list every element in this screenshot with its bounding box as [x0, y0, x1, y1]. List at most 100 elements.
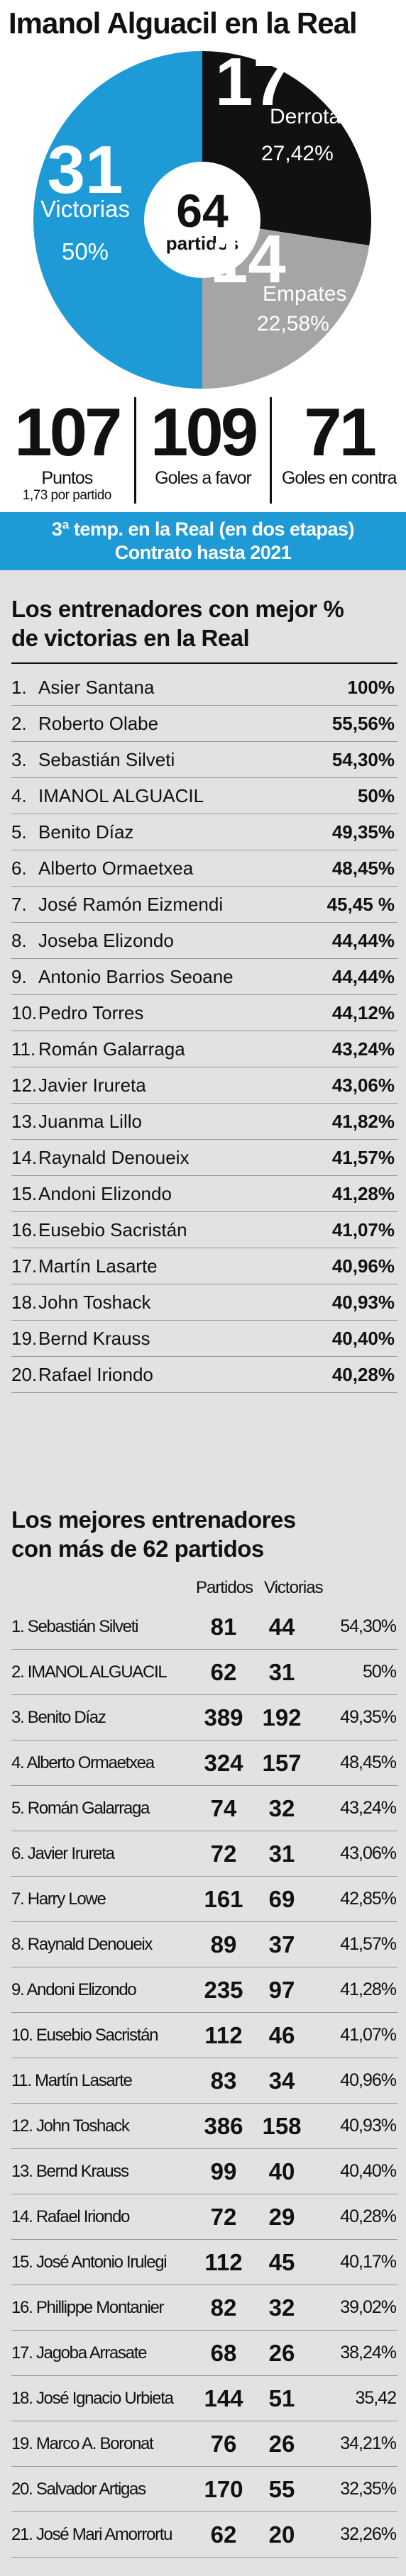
- row-pct: 43,24%: [331, 1038, 395, 1060]
- stat-points-caption: Puntos: [41, 468, 93, 488]
- stat-points-sub: 1,73 por partido: [22, 488, 112, 503]
- table-row: 13. Juanma Lillo 41,82%: [11, 1104, 397, 1140]
- pie-pct-victorias: 50%: [62, 238, 109, 265]
- row-partidos: 89: [210, 1931, 237, 1958]
- row-rank: 15.: [11, 1182, 38, 1204]
- row-name: 16. Phillippe Montanier: [11, 2297, 165, 2317]
- row-pct: 100%: [347, 676, 395, 698]
- table-row: 6. Alberto Ormaetxea 48,45%: [11, 850, 397, 887]
- table-row: 17. Jagoba Arrasate 68 26 38,24%: [11, 2331, 397, 2376]
- pie-center-value: 64: [176, 184, 229, 237]
- table-row: 15. José Antonio Irulegi 112 45 40,17%: [11, 2240, 397, 2285]
- banner-line-2: Contrato hasta 2021: [114, 542, 292, 563]
- row-pct: 43,06%: [340, 1843, 397, 1863]
- row-pct: 40,93%: [331, 1291, 395, 1313]
- row-victorias: 29: [268, 2203, 295, 2230]
- table-row: 5. Benito Díaz 49,35%: [11, 814, 397, 850]
- row-name: Martín Lasarte: [38, 1255, 158, 1277]
- row-name: Andoni Elizondo: [38, 1182, 172, 1204]
- row-victorias: 97: [268, 1976, 295, 2003]
- stats-row: 107 Puntos 1,73 por partido 109 Goles a …: [0, 397, 406, 504]
- row-name: 4. Alberto Ormaetxea: [11, 1753, 155, 1772]
- table-row: 10. Pedro Torres 44,12%: [11, 995, 397, 1031]
- table-row: 1. Sebastián Silveti 81 44 54,30%: [11, 1604, 397, 1650]
- table-row: 14. Rafael Iriondo 72 29 40,28%: [11, 2194, 397, 2240]
- row-pct: 55,56%: [331, 712, 395, 734]
- row-partidos: 76: [210, 2430, 237, 2457]
- row-name: 21. José Mari Amorrortu: [11, 2524, 173, 2544]
- row-partidos: 74: [210, 1794, 237, 1821]
- row-pct: 44,44%: [331, 965, 395, 987]
- table-row: 15. Andoni Elizondo 41,28%: [11, 1176, 397, 1212]
- row-pct: 40,93%: [340, 2116, 397, 2136]
- row-pct: 41,57%: [340, 1934, 397, 1954]
- row-name: Raynald Denoueix: [38, 1146, 190, 1168]
- pie-value-empates: 14: [210, 221, 286, 297]
- row-rank: 2.: [11, 712, 27, 734]
- row-name: Bernd Krauss: [38, 1327, 150, 1349]
- row-victorias: 45: [268, 2248, 295, 2275]
- stat-goals-against-value: 71: [304, 394, 377, 470]
- row-rank: 19.: [11, 1327, 38, 1349]
- row-pct: 49,35%: [340, 1707, 397, 1727]
- table-row: 3. Benito Díaz 389 192 49,35%: [11, 1695, 397, 1741]
- row-pct: 50%: [362, 1662, 397, 1682]
- row-victorias: 157: [262, 1749, 302, 1776]
- row-name: 19. Marco A. Boronat: [11, 2433, 154, 2453]
- pie-label-victorias: Victorias: [40, 196, 130, 222]
- row-name: Roberto Olabe: [38, 712, 159, 734]
- row-name: 20. Salvador Artigas: [11, 2479, 146, 2499]
- row-pct: 38,24%: [340, 2343, 397, 2363]
- row-pct: 44,12%: [331, 1001, 395, 1023]
- row-partidos: 389: [204, 1704, 243, 1731]
- row-name: Juanma Lillo: [38, 1110, 142, 1132]
- row-rank: 8.: [11, 929, 27, 951]
- column-header-victorias: Victorias: [264, 1578, 324, 1597]
- row-pct: 35,42: [355, 2388, 397, 2408]
- row-rank: 3.: [11, 748, 27, 770]
- table-row: 11. Román Galarraga 43,24%: [11, 1031, 397, 1067]
- row-pct: 41,07%: [340, 2025, 397, 2045]
- row-name: Asier Santana: [38, 676, 155, 698]
- stat-goals-for: 109 Goles a favor: [133, 397, 270, 504]
- best-coaches-title-line-1: Los mejores entrenadores: [11, 1506, 296, 1533]
- table-row: 8. Raynald Denoueix 89 37 41,57%: [11, 1922, 397, 1967]
- row-victorias: 40: [268, 2158, 295, 2184]
- table-row: 2. Roberto Olabe 55,56%: [11, 706, 397, 742]
- row-name: 11. Martín Lasarte: [11, 2070, 133, 2090]
- row-name: Javier Irureta: [38, 1074, 146, 1096]
- row-name: 10. Eusebio Sacristán: [11, 2025, 158, 2045]
- row-name: 1. Sebastián Silveti: [11, 1616, 138, 1636]
- best-coaches-title-line-2: con más de 62 partidos: [11, 1536, 264, 1562]
- row-rank: 18.: [11, 1291, 38, 1313]
- row-name: Román Galarraga: [38, 1038, 185, 1060]
- table-row: 16. Eusebio Sacristán 41,07%: [11, 1212, 397, 1248]
- pie-center-label: partidos: [166, 233, 239, 254]
- row-pct: 32,35%: [340, 2479, 397, 2499]
- row-partidos: 82: [210, 2294, 237, 2321]
- row-victorias: 32: [268, 1794, 295, 1821]
- row-partidos: 62: [210, 1658, 237, 1685]
- row-name: 18. José Ignacio Urbieta: [11, 2388, 174, 2408]
- row-victorias: 69: [268, 1885, 295, 1912]
- row-partidos: 81: [210, 1613, 237, 1640]
- row-pct: 32,26%: [340, 2524, 397, 2544]
- table-row: 8. Joseba Elizondo 44,44%: [11, 923, 397, 959]
- row-name: 9. Andoni Elizondo: [11, 1980, 137, 1999]
- page-title: Imanol Alguacil en la Real: [9, 6, 358, 40]
- table-row: 20. Rafael Iriondo 40,28%: [11, 1357, 397, 1393]
- row-rank: 11.: [11, 1038, 36, 1060]
- table-row: 18. John Toshack 40,93%: [11, 1284, 397, 1321]
- row-pct: 40,40%: [331, 1327, 395, 1349]
- table-row: 18. José Ignacio Urbieta 144 51 35,42: [11, 2376, 397, 2421]
- table-row: 16. Phillippe Montanier 82 32 39,02%: [11, 2285, 397, 2331]
- banner-line-1: 3ª temp. en la Real (en dos etapas): [51, 518, 355, 540]
- pie-label-empates: Empates: [263, 282, 346, 306]
- table-row: 19. Bernd Krauss 40,40%: [11, 1321, 397, 1357]
- row-rank: 9.: [11, 965, 27, 987]
- row-pct: 40,28%: [340, 2206, 397, 2226]
- row-name: 6. Javier Irureta: [11, 1843, 115, 1863]
- table-row: 12. Javier Irureta 43,06%: [11, 1067, 397, 1104]
- info-banner: 3ª temp. en la Real (en dos etapas) Cont…: [0, 512, 406, 570]
- row-partidos: 144: [204, 2385, 243, 2411]
